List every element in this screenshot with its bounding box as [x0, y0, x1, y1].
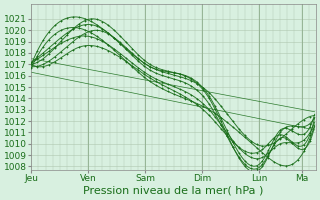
- X-axis label: Pression niveau de la mer( hPa ): Pression niveau de la mer( hPa ): [84, 186, 264, 196]
